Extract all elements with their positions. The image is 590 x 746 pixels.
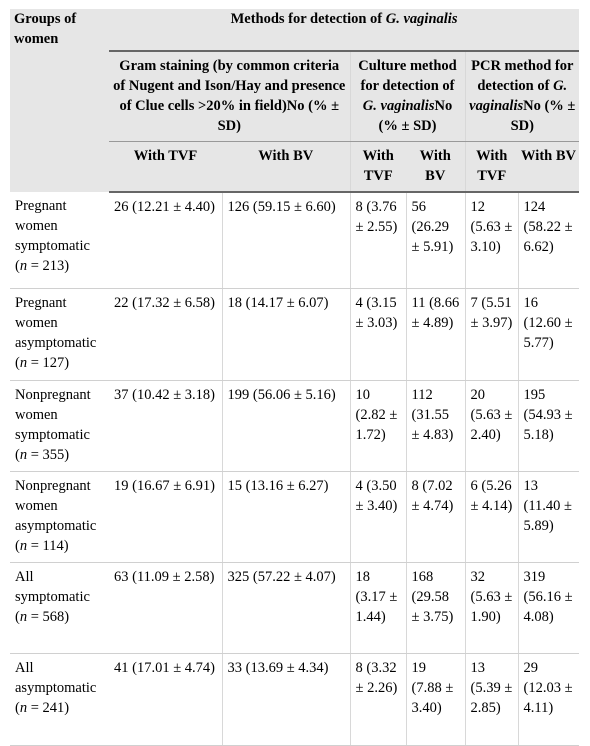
group-cell: Pregnant women asymptomatic (n = 127): [10, 288, 109, 381]
value-cell: 199 (56.06 ± 5.16): [221, 380, 350, 472]
value-cell: 37 (10.42 ± 3.18): [109, 380, 222, 472]
group-name: Pregnant women asymptomatic: [15, 294, 97, 351]
group-cell: Nonpregnant women asymptomatic (n = 114): [10, 471, 109, 563]
group-cell: All asymptomatic (n = 241): [10, 653, 109, 746]
value-cell: 29 (12.03 ± 4.11): [517, 653, 580, 746]
n-value: = 568): [27, 608, 70, 625]
value-cell: 319 (56.16 ± 4.08): [517, 562, 580, 654]
value-cell: 19 (7.88 ± 3.40): [405, 653, 465, 746]
value-cell: 56 (26.29 ± 5.91): [405, 192, 465, 289]
group-name: Nonpregnant women symptomatic: [15, 386, 91, 443]
value-cell: 19 (16.67 ± 6.91): [109, 471, 222, 563]
value-cell: 11 (8.66 ± 4.89): [405, 288, 465, 381]
n-value: = 127): [27, 354, 70, 371]
value-cell: 13 (5.39 ± 2.85): [464, 653, 518, 746]
value-cell: 8 (7.02 ± 4.74): [405, 471, 465, 563]
table-row: All asymptomatic (n = 241) 41 (17.01 ± 4.…: [10, 653, 580, 746]
table-row: All symptomatic (n = 568) 63 (11.09 ± 2.5…: [10, 562, 580, 654]
value-cell: 4 (3.50 ± 3.40): [349, 471, 406, 563]
value-cell: 10 (2.82 ± 1.72): [349, 380, 406, 472]
group-cell: Nonpregnant women symptomatic (n = 355): [10, 380, 109, 472]
value-cell: 13 (11.40 ± 5.89): [517, 471, 580, 563]
culture-prefix: Culture method for detection of: [358, 58, 457, 94]
value-cell: 8 (3.32 ± 2.26): [349, 653, 406, 746]
value-cell: 124 (58.22 ± 6.62): [517, 192, 580, 289]
value-cell: 41 (17.01 ± 4.74): [109, 653, 222, 746]
culture-header: Culture method for detection of G. vagin…: [349, 51, 465, 142]
value-cell: 126 (59.15 ± 6.60): [221, 192, 350, 289]
n-label: n: [19, 537, 28, 554]
value-cell: 12 (5.63 ± 3.10): [464, 192, 518, 289]
group-name: All symptomatic: [15, 568, 90, 605]
value-cell: 32 (5.63 ± 1.90): [464, 562, 518, 654]
group-name: All asymptomatic: [15, 659, 97, 696]
n-label: n: [19, 608, 28, 625]
value-cell: 195 (54.93 ± 5.18): [517, 380, 580, 472]
value-cell: 33 (13.69 ± 4.34): [221, 653, 350, 746]
pcr-suffix: No (% ± SD): [510, 98, 576, 134]
group-cell: Pregnant women symptomatic (n = 213): [10, 192, 109, 289]
culture-tvf-header: With TVF: [349, 141, 406, 193]
value-cell: 7 (5.51 ± 3.97): [464, 288, 518, 381]
value-cell: 22 (17.32 ± 6.58): [109, 288, 222, 381]
n-label: n: [19, 446, 28, 463]
group-name: Pregnant women symptomatic: [15, 198, 90, 254]
group-name: Nonpregnant women asymptomatic: [15, 477, 97, 534]
culture-species: G. vaginalis: [362, 98, 435, 114]
value-cell: 8 (3.76 ± 2.55): [349, 192, 406, 289]
n-label: n: [19, 258, 28, 274]
culture-bv-header: With BV: [406, 141, 465, 193]
pcr-header: PCR method for detection of G. vaginalis…: [464, 51, 580, 142]
methods-header: Methods for detection of G. vaginalis: [109, 9, 580, 52]
gram-tvf-header: With TVF: [109, 141, 222, 193]
table-row: Nonpregnant women symptomatic (n = 355) 3…: [10, 380, 580, 472]
value-cell: 16 (12.60 ± 5.77): [517, 288, 580, 381]
value-cell: 20 (5.63 ± 2.40): [464, 380, 518, 472]
gram-header: Gram staining (by common criteria of Nug…: [109, 51, 350, 142]
table-row: Pregnant women symptomatic (n = 213) 26 (…: [10, 192, 580, 289]
value-cell: 18 (14.17 ± 6.07): [221, 288, 350, 381]
pcr-prefix: PCR method for detection of: [471, 58, 574, 94]
value-cell: 18 (3.17 ± 1.44): [349, 562, 406, 654]
value-cell: 63 (11.09 ± 2.58): [109, 562, 222, 654]
n-value: = 213): [27, 258, 70, 274]
group-cell: All symptomatic (n = 568): [10, 562, 109, 654]
value-cell: 325 (57.22 ± 4.07): [221, 562, 350, 654]
groups-header: Groups of women: [10, 9, 109, 192]
n-value: = 355): [27, 446, 70, 463]
n-label: n: [19, 354, 28, 371]
results-table: Groups of women Methods for detection of…: [10, 9, 580, 746]
pcr-species: G. vaginalis: [469, 78, 568, 114]
n-value: = 114): [27, 537, 69, 554]
gram-bv-header: With BV: [222, 141, 350, 193]
value-cell: 4 (3.15 ± 3.03): [349, 288, 406, 381]
pcr-tvf-header: With TVF: [464, 141, 518, 193]
culture-suffix: No (% ± SD): [378, 98, 453, 134]
value-cell: 26 (12.21 ± 4.40): [109, 192, 222, 289]
value-cell: 15 (13.16 ± 6.27): [221, 471, 350, 563]
value-cell: 6 (5.26 ± 4.14): [464, 471, 518, 563]
value-cell: 112 (31.55 ± 4.83): [405, 380, 465, 472]
n-value: = 241): [27, 699, 70, 716]
methods-title-species: G. vaginalis: [385, 11, 458, 27]
pcr-bv-header: With BV: [518, 141, 580, 193]
value-cell: 168 (29.58 ± 3.75): [405, 562, 465, 654]
table-row: Nonpregnant women asymptomatic (n = 114)…: [10, 471, 580, 563]
methods-title-prefix: Methods for detection of: [230, 11, 386, 27]
table-row: Pregnant women asymptomatic (n = 127) 22 …: [10, 288, 580, 381]
n-label: n: [19, 699, 28, 716]
